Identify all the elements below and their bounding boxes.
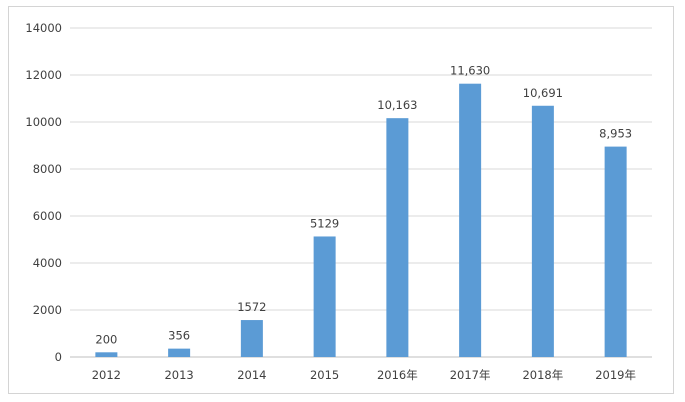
data-label: 10,691	[523, 86, 563, 100]
bars	[95, 83, 627, 358]
y-tick-label: 2000	[33, 303, 62, 317]
x-category-label: 2016年	[377, 368, 418, 382]
data-label: 10,163	[377, 98, 417, 112]
bar	[604, 146, 627, 357]
x-category-label: 2013	[164, 368, 193, 382]
bar	[168, 348, 191, 357]
y-tick-label: 0	[55, 350, 62, 364]
data-label: 5129	[310, 216, 339, 230]
gridlines	[70, 27, 652, 358]
chart-frame	[8, 6, 674, 394]
x-category-label: 2019年	[595, 368, 636, 382]
y-tick-label: 4000	[33, 256, 62, 270]
y-tick-label: 14000	[25, 21, 62, 35]
bar	[313, 236, 336, 357]
data-label: 11,630	[450, 64, 490, 78]
x-category-label: 2015	[310, 368, 339, 382]
bar	[459, 83, 482, 357]
x-category-label: 2018年	[522, 368, 563, 382]
bar	[95, 352, 118, 357]
x-axis-category-labels: 2012 2013 2014 2015 2016年 2017年 2018年 2019年	[92, 368, 636, 382]
data-labels: 200 356 1572 5129 10,163 11,630 10,691 8,953	[95, 64, 632, 347]
data-label: 200	[95, 332, 117, 346]
y-tick-label: 8000	[33, 162, 62, 176]
y-tick-label: 12000	[25, 68, 62, 82]
x-category-label: 2012	[92, 368, 121, 382]
bar	[240, 320, 263, 357]
x-category-label: 2017年	[450, 368, 491, 382]
data-label: 356	[168, 329, 190, 343]
data-label: 1572	[237, 300, 266, 314]
data-label: 8,953	[599, 127, 632, 141]
bar	[531, 105, 554, 357]
x-category-label: 2014	[237, 368, 266, 382]
y-axis-tick-labels: 0 2000 4000 6000 8000 10000 12000 14000	[25, 21, 62, 364]
bar	[386, 118, 409, 358]
y-tick-label: 10000	[25, 115, 62, 129]
y-tick-label: 6000	[33, 209, 62, 223]
